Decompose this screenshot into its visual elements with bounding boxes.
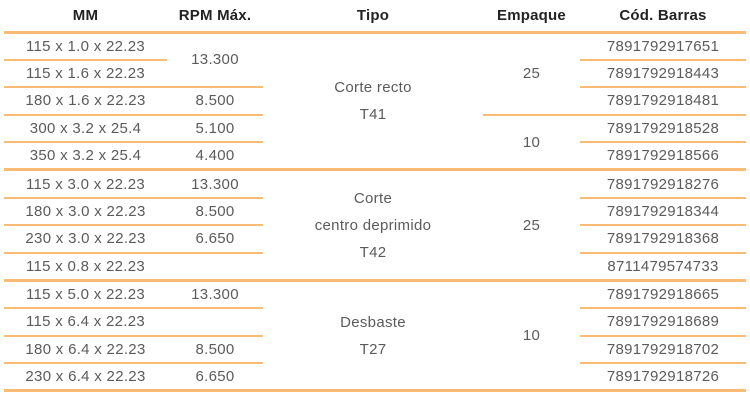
mm-cell: 180 x 6.4 x 22.23 xyxy=(4,335,167,365)
table-row: 230 x 3.0 x 22.23 6.650 7891792918368 xyxy=(4,225,746,254)
rpm-cell: 6.650 xyxy=(167,363,263,393)
barcode-cell: 7891792918702 xyxy=(580,335,746,365)
column-header-tipo: Tipo xyxy=(263,1,483,34)
barcode-cell: 7891792918566 xyxy=(580,142,746,172)
mm-cell: 115 x 5.0 x 22.23 xyxy=(4,280,167,309)
column-header-mm: MM xyxy=(4,1,167,34)
barcode-cell: 7891792918344 xyxy=(580,197,746,227)
mm-cell: 350 x 3.2 x 25.4 xyxy=(4,142,167,172)
table-row: 230 x 6.4 x 22.23 6.650 7891792918726 xyxy=(4,363,746,393)
mm-cell: 115 x 1.0 x 22.23 xyxy=(4,32,167,61)
table-row: 115 x 1.6 x 22.23 7891792918443 xyxy=(4,59,746,89)
rpm-cell: 8.500 xyxy=(167,197,263,227)
empaque-cell: 10 xyxy=(483,280,580,393)
table-row: 180 x 3.0 x 22.23 8.500 7891792918344 xyxy=(4,197,746,227)
rpm-cell: 13.300 xyxy=(167,280,263,309)
table-body: 115 x 1.0 x 22.23 13.300 Corte recto T41 25 7… xyxy=(4,32,746,393)
mm-cell: 115 x 6.4 x 22.23 xyxy=(4,307,167,337)
table-row: 115 x 5.0 x 22.23 13.300 Desbaste T27 10 7891… xyxy=(4,280,746,393)
tipo-cell: Corte centro deprimido T42 xyxy=(263,169,483,282)
rpm-cell: 8.500 xyxy=(167,87,263,116)
tipo-line: centro deprimido xyxy=(314,216,432,234)
header-row: MM RPM Máx. Tipo Empaque Cód. Barras xyxy=(4,1,746,34)
mm-cell: 115 x 0.8 x 22.23 xyxy=(4,252,167,282)
empaque-cell: 25 xyxy=(483,32,580,116)
tipo-line: Corte xyxy=(353,189,393,207)
empaque-cell: 25 xyxy=(483,169,580,282)
tipo-cell: Desbaste T27 xyxy=(263,280,483,393)
column-header-empaque: Empaque xyxy=(483,1,580,34)
mm-cell: 180 x 1.6 x 22.23 xyxy=(4,87,167,116)
product-spec-table: MM RPM Máx. Tipo Empaque Cód. Barras 115 x 1… xyxy=(4,1,746,393)
table-row: 350 x 3.2 x 25.4 4.400 7891792918566 xyxy=(4,142,746,172)
tipo-line: Desbaste xyxy=(340,313,406,331)
table-row: 180 x 6.4 x 22.23 8.500 7891792918702 xyxy=(4,335,746,365)
barcode-cell: 7891792918689 xyxy=(580,307,746,337)
rpm-cell: 13.300 xyxy=(167,32,263,89)
mm-cell: 180 x 3.0 x 22.23 xyxy=(4,197,167,227)
rpm-cell xyxy=(167,307,263,337)
table-row: 180 x 1.6 x 22.23 8.500 7891792918481 xyxy=(4,87,746,116)
column-header-rpm: RPM Máx. xyxy=(167,1,263,34)
barcode-cell: 7891792917651 xyxy=(580,32,746,61)
barcode-cell: 7891792918665 xyxy=(580,280,746,309)
table-row: 115 x 3.0 x 22.23 13.300 Corte centro depri… xyxy=(4,169,746,282)
rpm-cell: 4.400 xyxy=(167,142,263,172)
barcode-cell: 7891792918368 xyxy=(580,225,746,254)
rpm-cell: 5.100 xyxy=(167,114,263,144)
empaque-cell: 10 xyxy=(483,114,580,172)
mm-cell: 115 x 3.0 x 22.23 xyxy=(4,169,167,199)
rpm-cell: 13.300 xyxy=(167,169,263,199)
mm-cell: 115 x 1.6 x 22.23 xyxy=(4,59,167,89)
rpm-cell: 8.500 xyxy=(167,335,263,365)
barcode-cell: 7891792918443 xyxy=(580,59,746,89)
mm-cell: 230 x 6.4 x 22.23 xyxy=(4,363,167,393)
tipo-line: Corte recto xyxy=(334,78,412,96)
tipo-line: T27 xyxy=(359,340,387,358)
table-row: 115 x 1.0 x 22.23 13.300 Corte recto T41 25 7… xyxy=(4,32,746,172)
barcode-cell: 7891792918726 xyxy=(580,363,746,393)
mm-cell: 230 x 3.0 x 22.23 xyxy=(4,225,167,254)
mm-cell: 300 x 3.2 x 25.4 xyxy=(4,114,167,144)
barcode-cell: 7891792918528 xyxy=(580,114,746,144)
rpm-cell: 6.650 xyxy=(167,225,263,254)
rpm-cell xyxy=(167,252,263,282)
table-row: 115 x 0.8 x 22.23 8711479574733 xyxy=(4,252,746,282)
barcode-cell: 7891792918481 xyxy=(580,87,746,116)
column-header-barras: Cód. Barras xyxy=(580,1,746,34)
table-row: 300 x 3.2 x 25.4 5.100 10 7891792918528 xyxy=(4,114,746,172)
barcode-cell: 8711479574733 xyxy=(580,252,746,282)
tipo-cell: Corte recto T41 xyxy=(263,32,483,172)
barcode-cell: 7891792918276 xyxy=(580,169,746,199)
tipo-line: T41 xyxy=(359,105,387,123)
tipo-line: T42 xyxy=(359,243,387,261)
table-row: 115 x 6.4 x 22.23 7891792918689 xyxy=(4,307,746,337)
